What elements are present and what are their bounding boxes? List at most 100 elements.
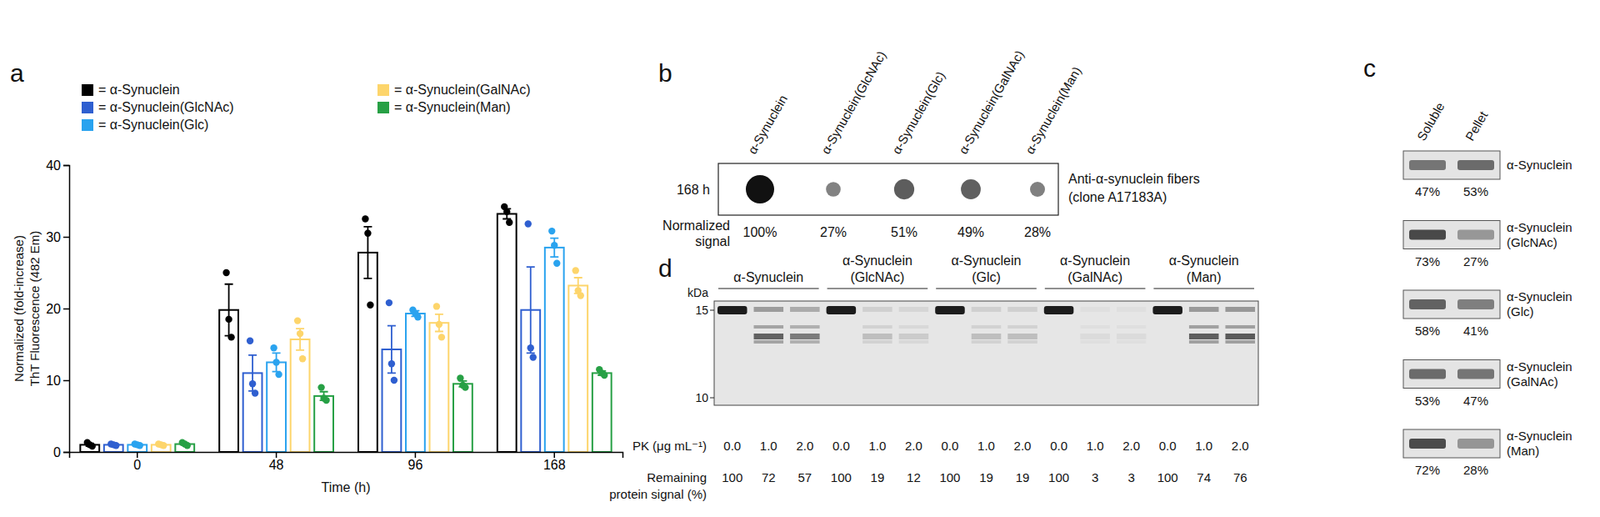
data-point [299, 355, 306, 362]
remaining-label: 19 [979, 470, 994, 485]
series [175, 365, 611, 452]
gel-frame [1403, 290, 1500, 319]
band [754, 306, 785, 312]
remaining-label: 57 [797, 470, 812, 485]
legend-swatch [81, 84, 94, 96]
pk-label: 1.0 [868, 438, 886, 453]
band [754, 325, 785, 329]
band [1007, 325, 1038, 329]
band [899, 340, 930, 344]
row-label: α-Synuclein [1506, 428, 1573, 443]
band [754, 333, 785, 340]
data-point [225, 315, 232, 323]
x-axis-title: Time (h) [321, 480, 371, 495]
band [1116, 333, 1147, 340]
pk-label: 1.0 [977, 438, 995, 453]
data-point [272, 358, 280, 365]
column-label: α-Synuclein [745, 92, 790, 157]
data-point [438, 333, 445, 340]
signal-title: Normalized [662, 218, 730, 233]
data-point [503, 208, 510, 215]
band [971, 325, 1002, 329]
band [1080, 306, 1110, 312]
band [1189, 306, 1220, 312]
antibody-label: Anti-α-synuclein fibers [1068, 171, 1200, 186]
blot-dot [894, 179, 915, 200]
digest-lane [862, 306, 893, 344]
column-label: α-Synuclein(Man) [1022, 64, 1085, 157]
bar [243, 372, 263, 452]
band [899, 306, 930, 312]
figure: a01020304004896168Time (h)Normalized (fo… [0, 0, 1600, 517]
digest-lane [1007, 306, 1038, 344]
data-point [275, 370, 282, 378]
column-label: Soluble [1414, 100, 1448, 144]
row-label: (GalNAc) [1506, 374, 1559, 389]
data-point [270, 344, 277, 351]
group-label: α-Synuclein [733, 270, 804, 285]
data-point [505, 219, 513, 226]
column-label: α-Synuclein(Glc) [889, 69, 948, 157]
signal-label: 51% [890, 225, 918, 240]
error-bar [272, 352, 281, 371]
legend-label: = α-Synuclein(Glc) [98, 117, 209, 132]
data-point [456, 374, 464, 381]
band [899, 333, 930, 340]
band [1409, 160, 1446, 170]
axis-line [70, 452, 624, 459]
pk-label: 0.0 [832, 438, 850, 453]
tick-mark [63, 236, 70, 239]
bar [382, 349, 402, 452]
legend-swatch [377, 101, 390, 114]
error-bar [526, 266, 535, 353]
data-point [390, 376, 398, 384]
band [1007, 306, 1038, 312]
plot-area [80, 203, 611, 452]
digest-lane [1189, 306, 1220, 344]
signal-label: 49% [957, 225, 985, 240]
data-point [577, 291, 585, 299]
pk-label: 1.0 [1195, 438, 1213, 453]
digest-lane [899, 306, 930, 344]
legend-label: = α-Synuclein(GlcNAc) [98, 100, 235, 115]
band [1007, 333, 1038, 340]
percent-label: 47% [1463, 393, 1489, 408]
pk-label: 1.0 [760, 438, 778, 453]
percent-label: 28% [1463, 462, 1489, 477]
bar [568, 285, 588, 452]
error-bar [387, 325, 396, 374]
legend-label: = α-Synuclein [98, 82, 180, 97]
data-point [572, 266, 580, 274]
data-point [322, 396, 330, 404]
remaining-label: 3 [1091, 470, 1099, 485]
legend: = α-Synuclein = α-Synuclein(GlcNAc) = α-Sy… [81, 82, 531, 132]
data-point [136, 441, 144, 449]
group-label: α-Synuclein [1169, 253, 1240, 268]
band [1116, 325, 1147, 329]
digest-lane [790, 306, 820, 344]
group-underline [718, 287, 820, 289]
percent-label: 53% [1463, 184, 1489, 199]
percent-label: 73% [1415, 254, 1440, 269]
gel-frame [1403, 150, 1500, 180]
band [1189, 333, 1220, 340]
band [790, 333, 820, 340]
data-point [227, 333, 235, 340]
group-label: (GalNAc) [1067, 270, 1123, 285]
legend-swatch [81, 119, 94, 131]
data-point [388, 360, 395, 367]
tick-label: 0 [133, 457, 141, 472]
series [80, 203, 516, 452]
band [971, 333, 1002, 340]
remaining-label: 100 [939, 470, 960, 485]
data-point [553, 260, 560, 267]
pk-label: 0.0 [1159, 438, 1177, 453]
data-point [364, 230, 371, 237]
blot-dot [1030, 181, 1045, 197]
tick-mark [136, 451, 139, 458]
tick-label: 20 [45, 301, 61, 316]
bar [545, 247, 565, 452]
data-point [414, 313, 421, 320]
group-underline [827, 287, 929, 289]
band [1189, 325, 1220, 329]
